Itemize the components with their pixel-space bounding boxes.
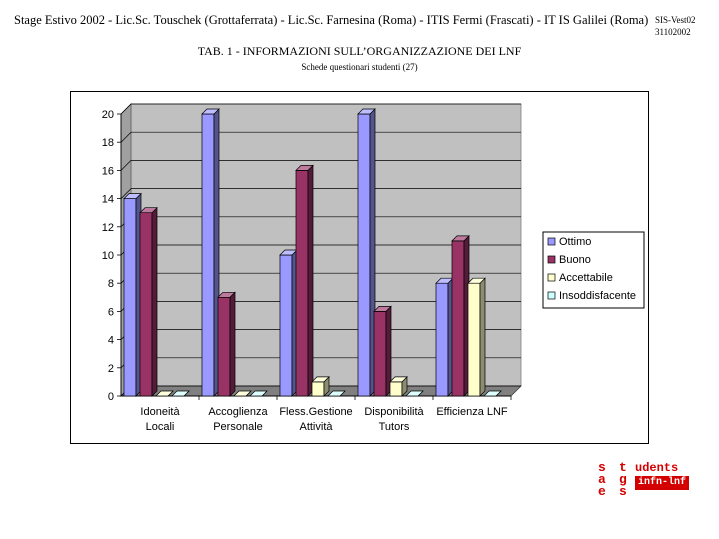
bar-side-buono [229, 291, 236, 397]
bar-top-accettabile [467, 277, 486, 284]
y-tick-label: 8 [108, 278, 114, 290]
bar-buono [295, 170, 309, 397]
bar-top-insoddisfacente [249, 390, 268, 397]
logo-word-top: udents [635, 461, 679, 475]
logo-letter: a [598, 472, 606, 487]
bar-side-accettabile [479, 277, 486, 397]
gridline-side [120, 131, 132, 143]
logo-letter: t [619, 460, 627, 475]
document-code-line1: SIS-Vest02 [655, 15, 696, 25]
gridline-side [120, 188, 132, 199]
bar-buono [217, 296, 231, 397]
x-category-label: Efficienza LNF [436, 406, 508, 418]
legend-swatch [547, 255, 556, 264]
legend-swatch [547, 291, 556, 300]
bar-buono [451, 240, 465, 397]
legend-swatch [547, 273, 556, 282]
y-tick-label: 6 [108, 306, 114, 318]
bar-top-insoddisfacente [327, 390, 346, 397]
legend-label: Buono [559, 254, 591, 266]
bar-top-ottimo [357, 108, 376, 115]
logo-letter: s [619, 484, 627, 499]
legend-label: Insoddisfacente [559, 290, 636, 302]
bar-buono [373, 311, 387, 397]
x-category-label: Locali [146, 421, 175, 433]
x-category-label: Personale [213, 421, 263, 433]
bar-accettabile [311, 381, 325, 397]
gridline-side [120, 103, 132, 115]
bar-top-accettabile [311, 376, 330, 383]
y-tick-label: 12 [102, 222, 114, 234]
logo-letter: e [598, 484, 606, 499]
bar-top-accettabile [155, 390, 174, 397]
bar-ottimo [279, 254, 293, 397]
bar-top-insoddisfacente [483, 390, 502, 397]
y-tick-label: 20 [102, 109, 114, 121]
bar-top-buono [139, 207, 158, 214]
x-category-label: Tutors [379, 421, 410, 433]
legend-swatch [547, 237, 556, 246]
bar-buono [139, 212, 153, 397]
y-tick-label: 4 [108, 335, 114, 347]
bar-top-insoddisfacente [171, 390, 190, 397]
logo-word-box: infn-lnf [635, 476, 690, 490]
bar-top-accettabile [389, 376, 408, 383]
y-tick-label: 14 [102, 194, 114, 206]
logo-letter: s [598, 460, 606, 475]
bar-top-buono [217, 291, 236, 298]
x-category-label: Idoneità [140, 406, 180, 418]
document-code: SIS-Vest02 31102002 [655, 14, 696, 38]
x-category-label: Accoglienza [208, 406, 268, 418]
logo-letter: g [619, 472, 627, 487]
bar-ottimo [357, 113, 371, 397]
y-tick-label: 18 [102, 137, 114, 149]
bar-ottimo [123, 198, 137, 397]
legend-label: Ottimo [559, 236, 591, 248]
bar-top-accettabile [233, 390, 252, 397]
x-category-label: Attività [299, 421, 333, 433]
chart-subtitle: Schede questionari studenti (27) [301, 62, 418, 72]
bar-top-insoddisfacente [405, 390, 424, 397]
bar-accettabile [389, 381, 403, 397]
legend-label: Accettabile [559, 272, 613, 284]
y-tick-label: 2 [108, 363, 114, 375]
y-tick-label: 10 [102, 250, 114, 262]
bar-accettabile [467, 282, 481, 397]
bar-top-ottimo [201, 108, 220, 115]
bar-top-buono [451, 235, 470, 242]
bar-top-buono [373, 306, 392, 312]
x-category-label: Fless.Gestione [279, 406, 352, 418]
x-category-label: Disponibilità [364, 406, 424, 418]
bar-ottimo [201, 113, 215, 397]
bar-chart: 0 2 4 6 8 10 12 14 16 18 20 Idoneità Locali Accoglien… [102, 103, 645, 433]
bar-top-ottimo [123, 193, 142, 199]
bar-ottimo [435, 282, 449, 397]
bar-top-buono [295, 165, 314, 171]
y-tick-label: 0 [108, 391, 114, 403]
bar-side-buono [151, 206, 158, 397]
document-code-line2: 31102002 [655, 27, 691, 37]
legend-box [542, 231, 645, 309]
chart-frame: 0 2 4 6 8 10 12 14 16 18 20 Idoneità Locali Accoglien… [70, 91, 649, 444]
chart-title: TAB. 1 - INFORMAZIONI SULL’ORGANIZZAZION… [197, 44, 522, 58]
header-title: Stage Estivo 2002 - Lic.Sc. Touschek (Gr… [14, 13, 649, 27]
y-tick-label: 16 [102, 165, 114, 177]
bar-side-buono [307, 164, 314, 397]
gridline-side [120, 160, 132, 171]
